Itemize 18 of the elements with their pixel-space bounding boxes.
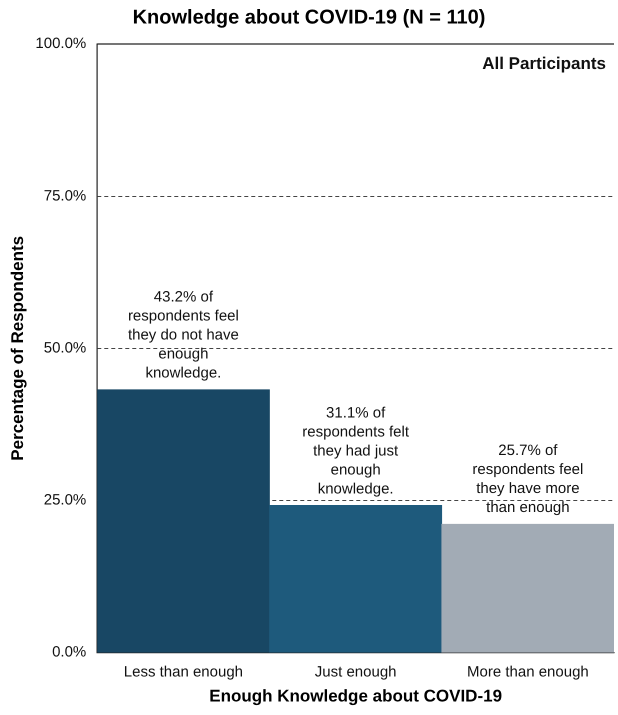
annotation: 31.1% of respondents felt they had just enough knowledge. (302, 404, 410, 498)
y-tick-label: 100.0% (35, 35, 86, 52)
x-tick-label: More than enough (466, 664, 589, 681)
y-tick-label: 50.0% (44, 339, 86, 356)
bar (97, 389, 270, 653)
x-tick-label: Less than enough (124, 664, 244, 681)
chart-title: Knowledge about COVID-19 (N = 110) (132, 6, 486, 29)
bar (269, 504, 442, 653)
annotation: 25.7% of respondents feel they have more than enough (472, 442, 584, 516)
y-tick-label: 75.0% (44, 187, 86, 204)
annotation: All Participants (482, 54, 606, 74)
bar (441, 524, 614, 653)
y-tick-label: 0.0% (52, 644, 86, 661)
y-axis-title: Percentage of Respondents (8, 236, 27, 461)
x-tick-label: Just enough (314, 664, 397, 681)
x-axis-title: Enough Knowledge about COVID-19 (209, 686, 502, 706)
y-tick-label: 25.0% (44, 492, 86, 509)
annotation: 43.2% of respondents feel they do not have enough knowledge. (128, 288, 239, 382)
